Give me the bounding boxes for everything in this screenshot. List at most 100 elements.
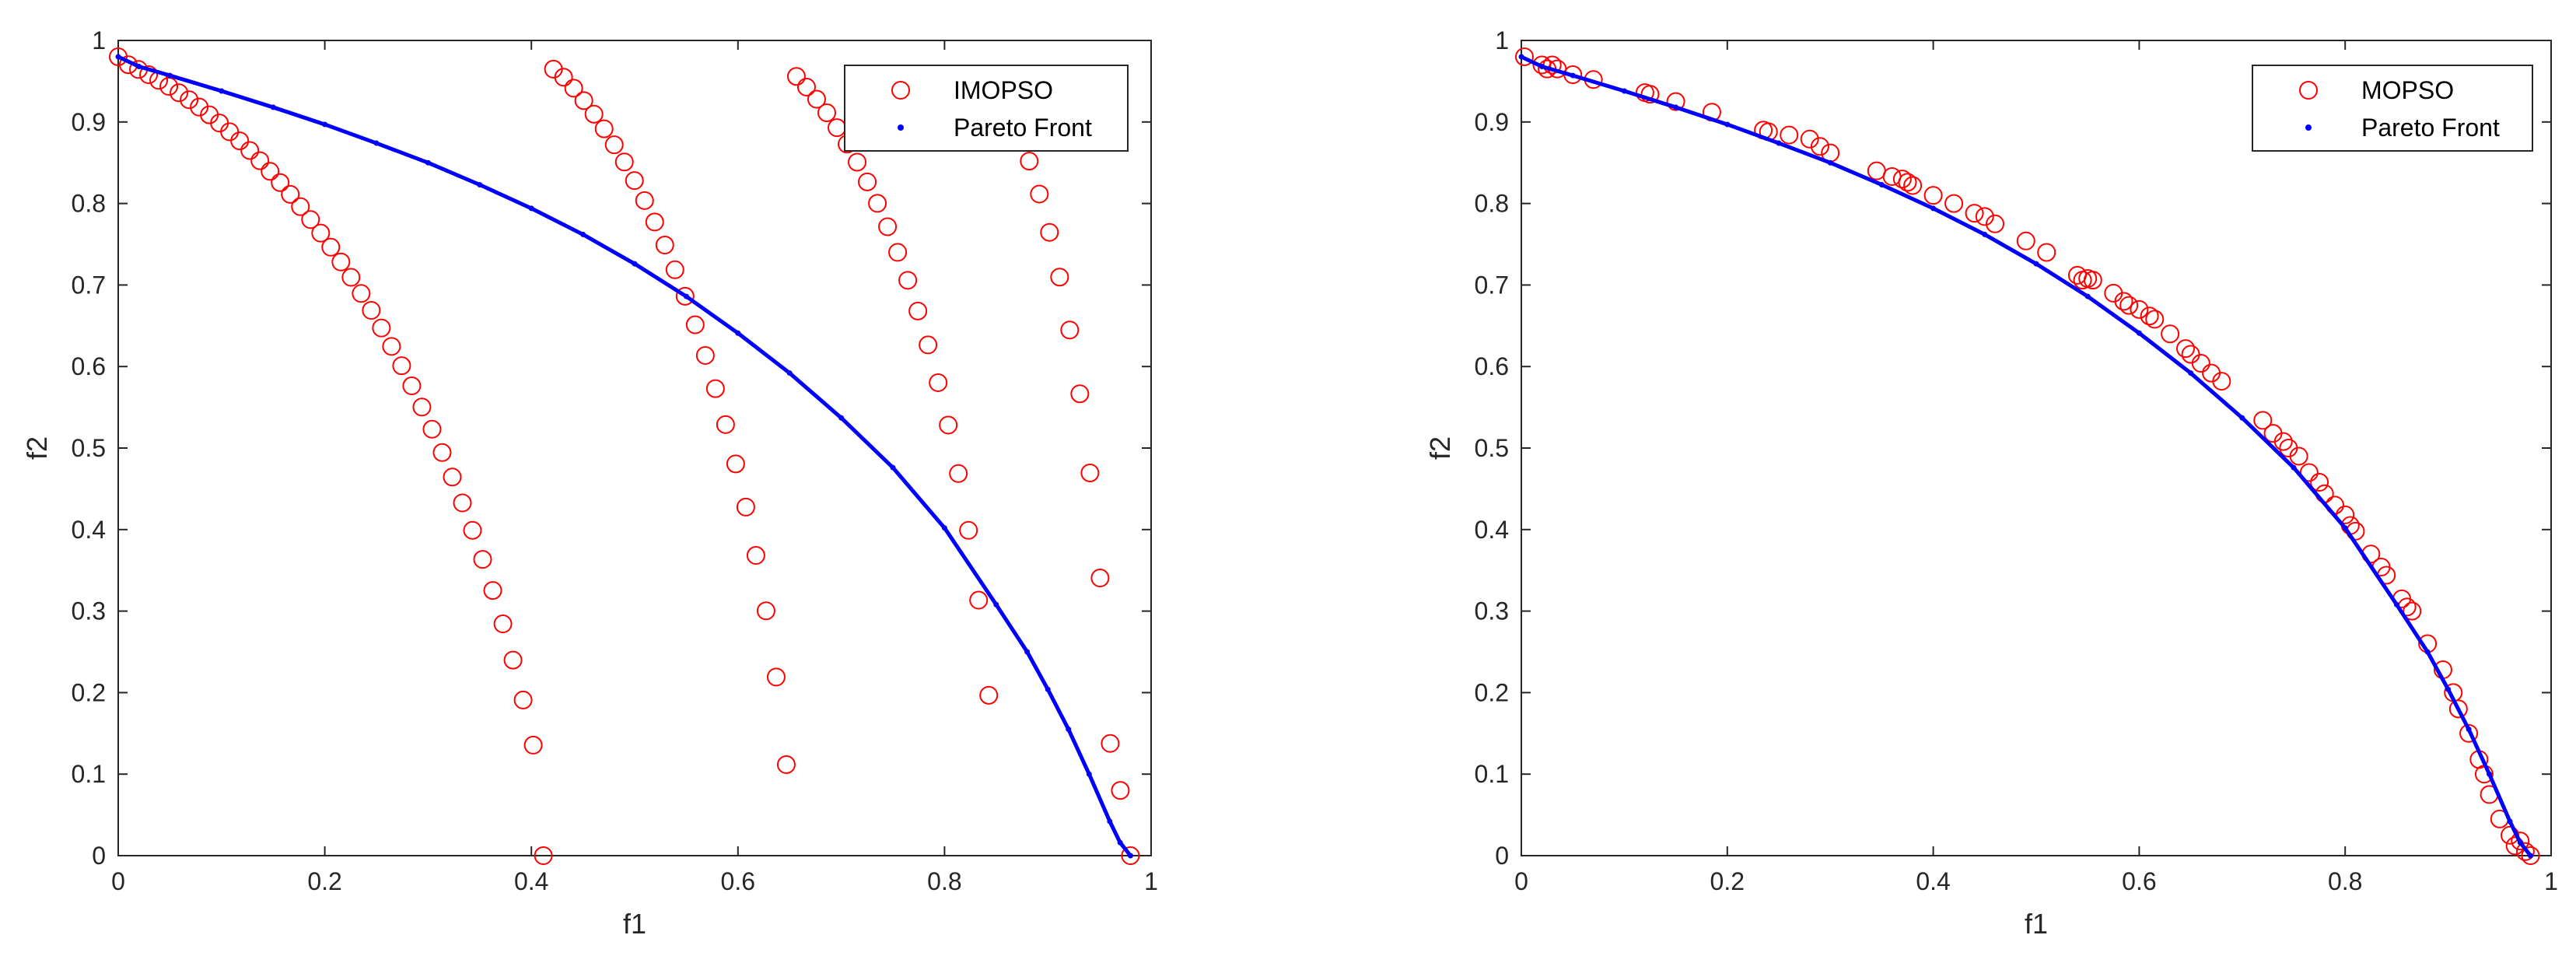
pareto-front-point: [136, 64, 142, 70]
series-pareto-front: [1518, 54, 2534, 859]
data-point-circle: [817, 103, 837, 122]
data-point-circle: [2253, 411, 2273, 430]
data-point-circle: [969, 590, 989, 610]
data-point-circle: [2403, 601, 2422, 621]
series-mopso: [1514, 47, 2540, 865]
data-point-circle: [1944, 194, 1964, 213]
data-point-circle: [432, 443, 452, 462]
data-point-circle: [2459, 723, 2479, 743]
data-point-circle: [908, 301, 928, 320]
data-point-circle: [878, 217, 898, 236]
data-point-circle: [261, 162, 280, 181]
pareto-front-point: [1086, 771, 1092, 777]
pareto-front-point: [786, 370, 793, 376]
pareto-front-point: [2239, 415, 2245, 421]
data-point-circle: [959, 520, 978, 540]
y-tick-label: 0: [1495, 842, 1509, 870]
data-point-circle: [1892, 170, 1912, 189]
data-point-circle: [1070, 384, 1090, 404]
y-tick-label: 0.1: [1475, 760, 1509, 788]
data-point-circle: [1080, 463, 1100, 482]
series-imopso: [109, 47, 1140, 865]
y-tick-label: 0.7: [72, 271, 106, 299]
data-point-circle: [1780, 125, 1799, 145]
pareto-front-point: [632, 261, 638, 267]
x-axis-label: f1: [623, 908, 646, 940]
data-point-circle: [979, 685, 999, 705]
data-point-circle: [655, 236, 674, 255]
data-point-circle: [574, 91, 593, 110]
data-point-circle: [786, 67, 806, 86]
pareto-front-point: [1045, 686, 1051, 692]
data-point-circle: [2161, 324, 2180, 344]
data-point-circle: [1101, 734, 1120, 753]
data-point-circle: [2515, 842, 2535, 861]
x-tick-label: 0.8: [2328, 867, 2362, 895]
data-point-circle: [625, 171, 644, 191]
pareto-front-point: [838, 415, 845, 421]
data-point-circle: [665, 260, 684, 279]
data-point-circle: [584, 104, 604, 124]
data-point-circle: [645, 212, 664, 232]
data-point-circle: [736, 497, 755, 517]
pareto-front-point: [1570, 72, 1576, 79]
pareto-front-point: [1621, 88, 1627, 94]
data-point-circle: [848, 152, 867, 172]
y-tick-label: 0.2: [1475, 678, 1509, 706]
pareto-front-point: [425, 159, 431, 166]
y-tick-label: 0.6: [1475, 352, 1509, 380]
data-point-circle: [341, 268, 361, 287]
data-point-circle: [2191, 354, 2210, 373]
data-point-circle: [443, 467, 462, 487]
pareto-front-point: [528, 205, 534, 212]
data-point-circle: [180, 90, 199, 110]
data-point-circle: [453, 493, 472, 513]
legend-marker-circle: [891, 81, 910, 100]
data-point-circle: [675, 286, 695, 306]
data-point-circle: [2212, 372, 2231, 391]
data-point-circle: [402, 376, 422, 396]
data-point-circle: [382, 337, 401, 356]
pareto-front-point: [1776, 140, 1782, 146]
data-point-circle: [796, 77, 816, 96]
data-point-circle: [2521, 846, 2540, 865]
pareto-front-point: [219, 88, 225, 94]
legend-label: Pareto Front: [2361, 114, 2500, 142]
x-tick-label: 0.6: [2122, 867, 2156, 895]
data-point-circle: [1898, 173, 1917, 192]
x-tick-label: 0: [1514, 867, 1528, 895]
pareto-front-point: [683, 293, 689, 299]
data-point-circle: [2037, 243, 2056, 262]
data-point-circle: [2175, 339, 2195, 359]
pareto-front-point: [1982, 231, 1988, 237]
pareto-front-point: [1024, 649, 1031, 655]
pareto-front-point: [1107, 818, 1113, 825]
data-point-circle: [939, 415, 958, 435]
data-point-circle: [858, 172, 877, 191]
data-point-circle: [1514, 47, 1534, 66]
data-point-circle: [1040, 222, 1059, 242]
legend-box: [2252, 65, 2533, 152]
data-point-circle: [594, 119, 614, 138]
data-point-circle: [716, 415, 735, 434]
pareto-front-point: [580, 231, 586, 237]
y-tick-label: 0.8: [1475, 190, 1509, 218]
pareto-front-point: [373, 140, 380, 146]
y-tick-label: 0.8: [72, 190, 106, 218]
data-point-circle: [483, 581, 502, 601]
y-tick-label: 0.3: [72, 597, 106, 625]
data-point-circle: [523, 735, 543, 755]
data-point-circle: [392, 356, 411, 376]
pareto-front-point: [2393, 601, 2399, 608]
legend-marker-circle: [2299, 81, 2318, 100]
data-point-circle: [888, 243, 908, 262]
data-point-circle: [513, 690, 533, 709]
pareto-front-point: [1538, 64, 1545, 70]
y-tick-label: 0.5: [1475, 434, 1509, 462]
pareto-front-point: [2517, 839, 2523, 846]
data-point-circle: [1965, 204, 1984, 223]
data-point-circle: [1111, 781, 1130, 800]
pareto-front-point: [2466, 727, 2472, 733]
data-point-circle: [756, 601, 775, 621]
